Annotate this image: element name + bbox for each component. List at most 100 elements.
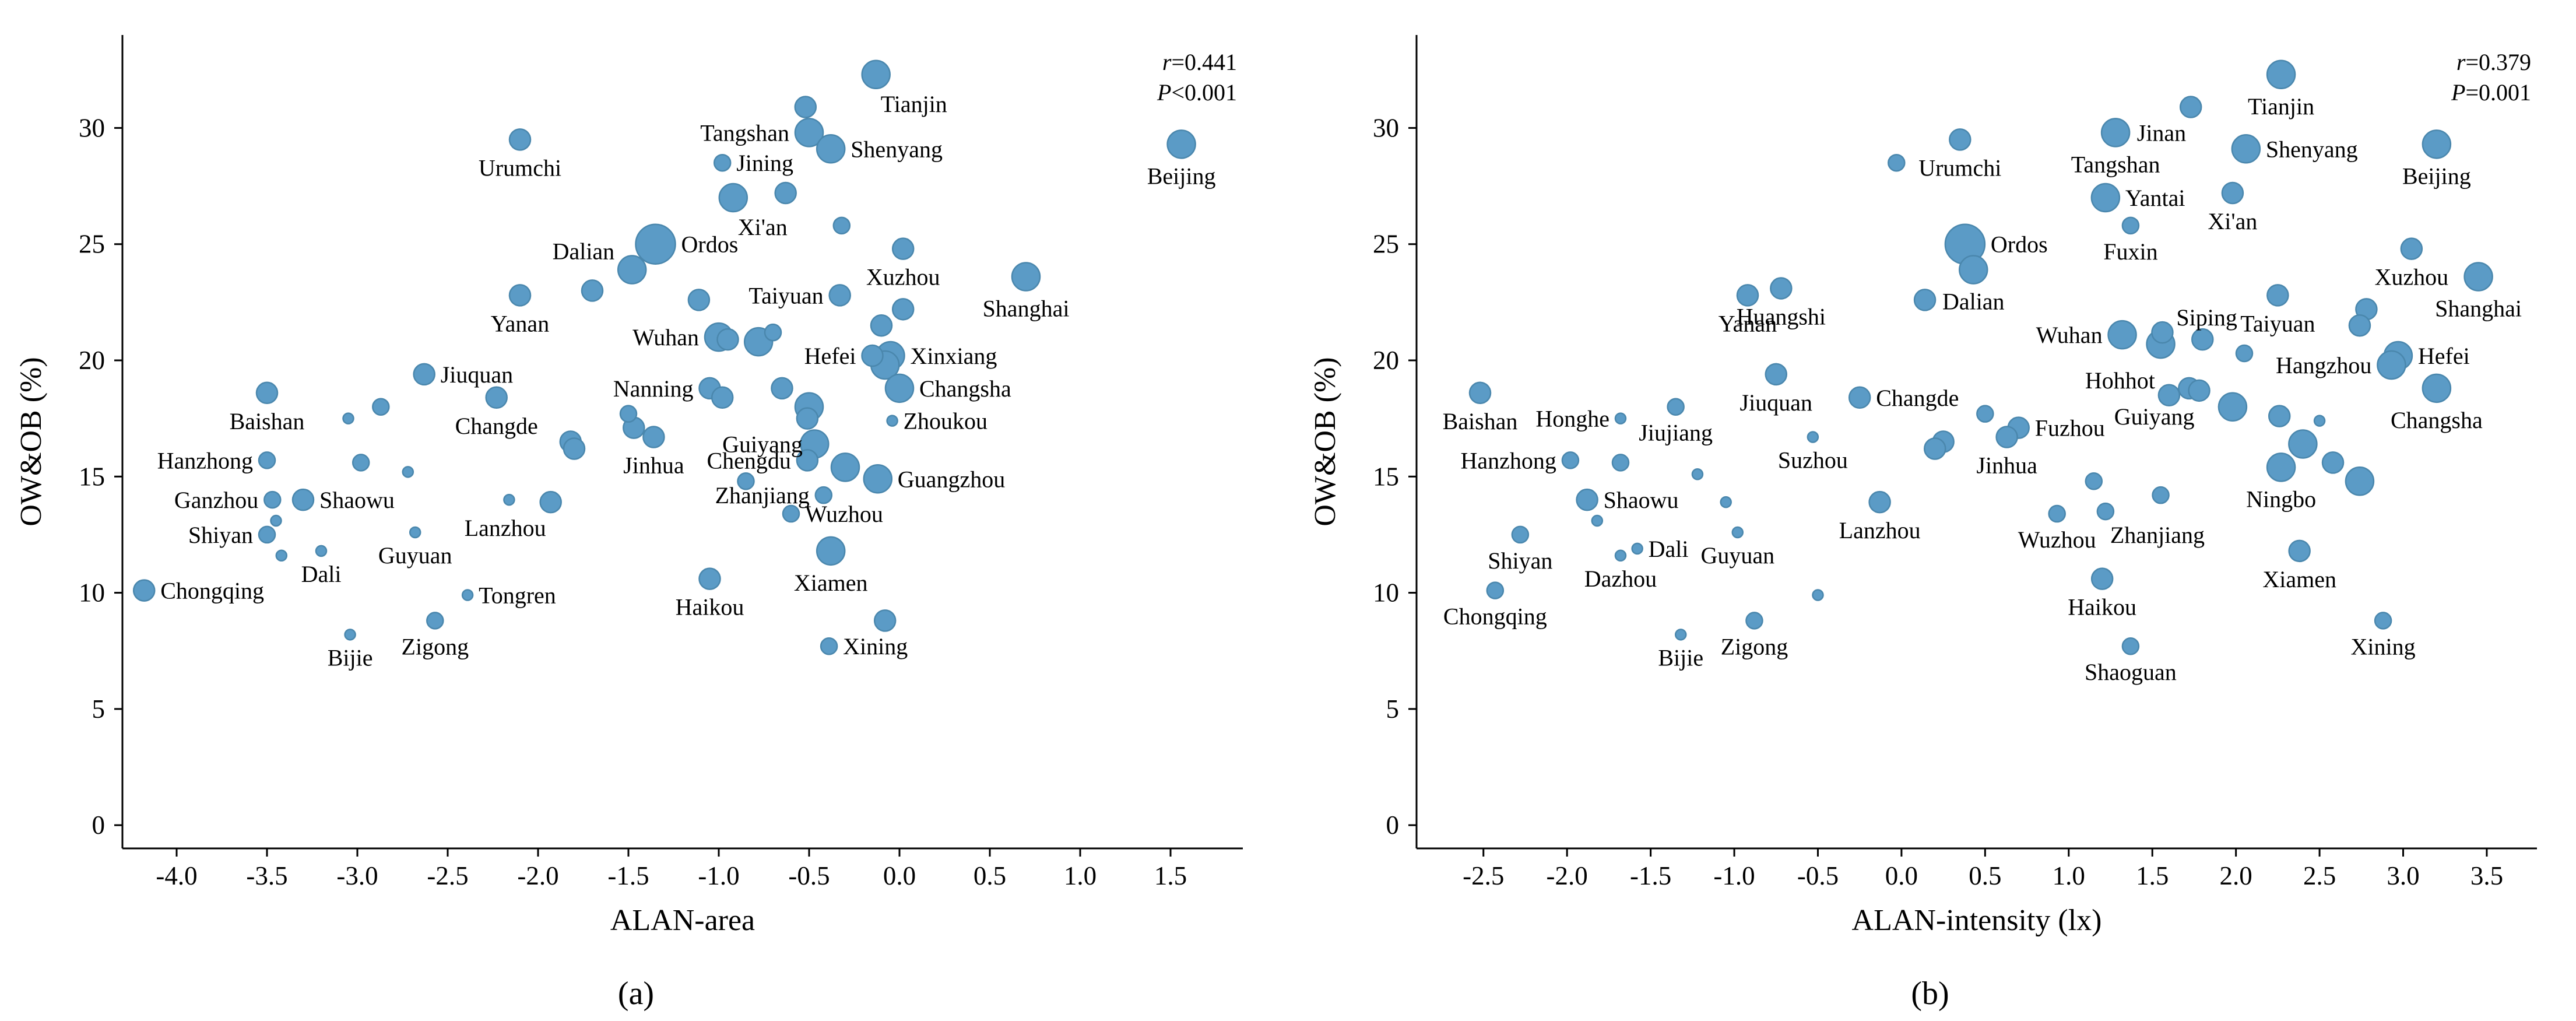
- point-label: Ordos: [1991, 231, 2048, 258]
- data-point: [508, 284, 532, 307]
- y-tick-label: 15: [79, 462, 105, 491]
- data-point: [617, 255, 647, 285]
- point-label: Zigong: [1721, 633, 1788, 659]
- data-point: [2321, 451, 2345, 474]
- data-point: [2157, 384, 2181, 407]
- point-label: Jinhua: [623, 452, 684, 479]
- data-point: [687, 289, 711, 311]
- x-axis-title: ALAN-intensity (lx): [1852, 904, 2102, 937]
- data-point: [794, 118, 824, 148]
- y-tick-label: 30: [79, 113, 105, 142]
- point-label: Zhanjiang: [2110, 522, 2205, 548]
- data-point: [1511, 525, 1530, 544]
- point-label: Zigong: [402, 633, 469, 659]
- data-point: [2422, 129, 2452, 159]
- point-label: Hefei: [2418, 343, 2470, 369]
- y-tick-label: 5: [1386, 694, 1400, 724]
- data-point: [764, 323, 782, 342]
- data-point: [2121, 216, 2140, 235]
- data-point: [1868, 490, 1891, 514]
- stat-p: P<0.001: [1157, 79, 1237, 106]
- point-label: Shanghai: [983, 296, 1070, 322]
- x-tick-label: 1.0: [1064, 861, 1097, 890]
- data-point: [816, 536, 846, 566]
- data-point: [1166, 129, 1196, 159]
- data-point: [485, 386, 508, 409]
- y-axis-title: OW&OB (%): [15, 357, 48, 526]
- y-tick-label: 5: [92, 694, 106, 724]
- data-point: [2313, 415, 2326, 427]
- y-tick-label: 25: [79, 230, 105, 259]
- point-label: Guiyang: [722, 431, 803, 458]
- data-point: [1611, 454, 1630, 472]
- data-point: [503, 493, 515, 506]
- data-point: [581, 279, 604, 302]
- y-tick-label: 25: [1373, 230, 1399, 259]
- x-tick-label: -1.5: [607, 861, 649, 890]
- data-point: [698, 567, 721, 590]
- point-label: Hangzhou: [2276, 352, 2371, 378]
- data-point: [2100, 118, 2131, 148]
- data-point: [891, 237, 915, 260]
- x-tick-label: -4.0: [156, 861, 197, 890]
- data-point: [1468, 381, 1492, 405]
- point-label: Haikou: [2068, 594, 2136, 620]
- data-point: [1631, 542, 1643, 555]
- point-label: Jining: [736, 150, 793, 176]
- x-tick-label: -1.0: [1713, 861, 1755, 890]
- data-point: [275, 549, 288, 562]
- data-point: [2288, 539, 2311, 563]
- point-label: Huangshi: [1737, 303, 1826, 329]
- data-point: [508, 128, 532, 151]
- y-tick-label: 0: [92, 811, 106, 840]
- data-point: [782, 504, 800, 523]
- data-point: [2266, 59, 2296, 90]
- point-label: Tianjin: [881, 91, 947, 117]
- point-label: Jiujiang: [1639, 420, 1713, 446]
- data-point: [461, 589, 474, 601]
- point-label: Wuhan: [2036, 322, 2103, 348]
- data-point: [1731, 526, 1744, 539]
- data-point: [1736, 284, 1759, 307]
- point-label: Jinan: [2137, 120, 2186, 146]
- point-label: Shenyang: [851, 136, 943, 162]
- data-point: [861, 344, 884, 367]
- data-point: [796, 449, 819, 472]
- point-label: Yanan: [1718, 310, 1777, 336]
- data-point: [1561, 451, 1580, 469]
- point-label: Hanzhong: [1461, 447, 1556, 473]
- point-label: Shaowu: [1604, 487, 1679, 513]
- x-tick-label: -2.5: [1463, 861, 1504, 890]
- x-tick-label: -1.0: [698, 861, 739, 890]
- point-label: Changde: [455, 413, 538, 439]
- data-point: [1995, 426, 2018, 448]
- point-label: Yanan: [491, 310, 549, 336]
- data-point: [2191, 328, 2214, 351]
- data-point: [270, 514, 282, 527]
- point-label: Baishan: [230, 408, 305, 434]
- data-point: [2107, 320, 2137, 350]
- data-point: [771, 377, 793, 400]
- point-label: Xiamen: [2262, 566, 2336, 592]
- data-point: [2090, 183, 2121, 213]
- data-point: [2096, 502, 2115, 521]
- data-point: [713, 153, 732, 172]
- data-point: [861, 59, 891, 90]
- y-tick-label: 20: [79, 346, 105, 375]
- data-point: [409, 526, 421, 539]
- x-tick-label: -1.5: [1630, 861, 1671, 890]
- point-label: Shaoguan: [2085, 659, 2177, 685]
- point-label: Shanghai: [2435, 296, 2522, 322]
- data-point: [1614, 412, 1627, 424]
- stat-r: r=0.379: [2456, 49, 2531, 75]
- data-point: [820, 637, 838, 655]
- data-point: [642, 426, 665, 448]
- point-label: Tongren: [479, 583, 556, 609]
- point-label: Dalian: [1942, 289, 2005, 315]
- data-point: [891, 298, 915, 321]
- data-point: [711, 386, 734, 409]
- point-label: Jinhua: [1976, 452, 2037, 479]
- point-label: Chongqing: [160, 578, 264, 604]
- point-label: Xi'an: [2208, 208, 2257, 234]
